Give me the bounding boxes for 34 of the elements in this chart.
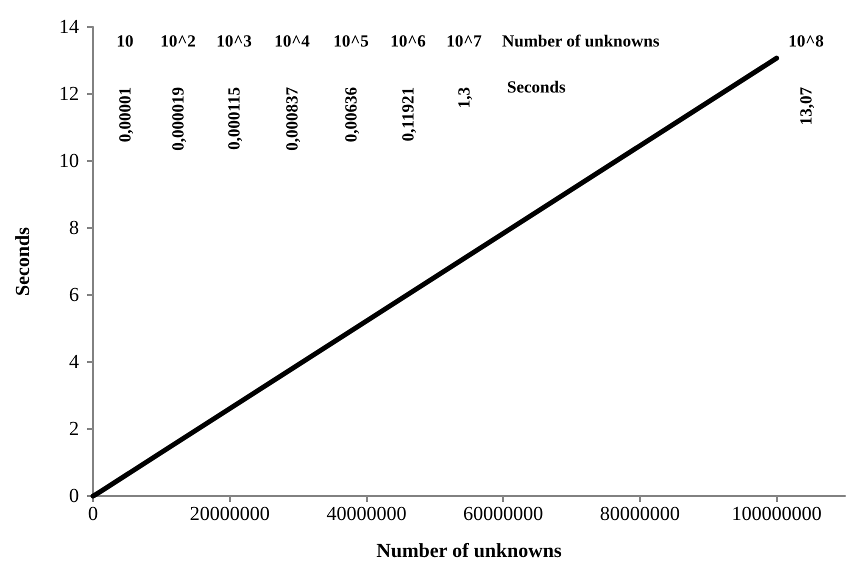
annotation: 0,11921	[398, 87, 418, 142]
y-tick-label: 2	[69, 418, 79, 440]
annotation: 10^8	[788, 32, 824, 50]
y-tick-label: 4	[69, 351, 79, 373]
x-tick-label: 20000000	[190, 503, 270, 525]
annotation: 0,000115	[224, 87, 244, 150]
x-tick-label: 80000000	[600, 503, 680, 525]
x-tick-label: 100000000	[732, 503, 822, 525]
y-tick-label: 14	[59, 16, 79, 38]
annotation: 10^6	[390, 32, 426, 50]
annotation: 0,00001	[116, 87, 134, 142]
y-tick-label: 10	[59, 150, 79, 172]
x-tick-label: 40000000	[326, 503, 406, 525]
x-tick-label: 0	[88, 503, 98, 525]
y-tick-label: 12	[59, 83, 79, 105]
annotation: 13,07	[796, 86, 816, 126]
y-tick-label: 6	[69, 284, 79, 306]
x-axis-title: Number of unknowns	[376, 540, 562, 562]
annotation: 0,00636	[342, 87, 360, 142]
annotation: 10	[116, 32, 134, 50]
annotation: 1,3	[454, 87, 474, 108]
annotation: 10^3	[216, 32, 252, 50]
x-tick-label: 60000000	[463, 503, 544, 525]
y-axis-title: Seconds	[12, 226, 34, 296]
annotation: 10^2	[160, 32, 196, 50]
annotation: 10^7	[446, 32, 482, 50]
y-tick-label: 8	[69, 217, 79, 239]
annotation: Seconds	[507, 78, 566, 96]
annotation: 10^5	[333, 32, 369, 50]
annotation: 0,000837	[282, 86, 302, 151]
annotation: 10^4	[274, 32, 310, 50]
annotation: 0,000019	[168, 87, 188, 151]
y-tick-label: 0	[69, 485, 79, 507]
annotation: Number of unknowns	[502, 32, 660, 50]
